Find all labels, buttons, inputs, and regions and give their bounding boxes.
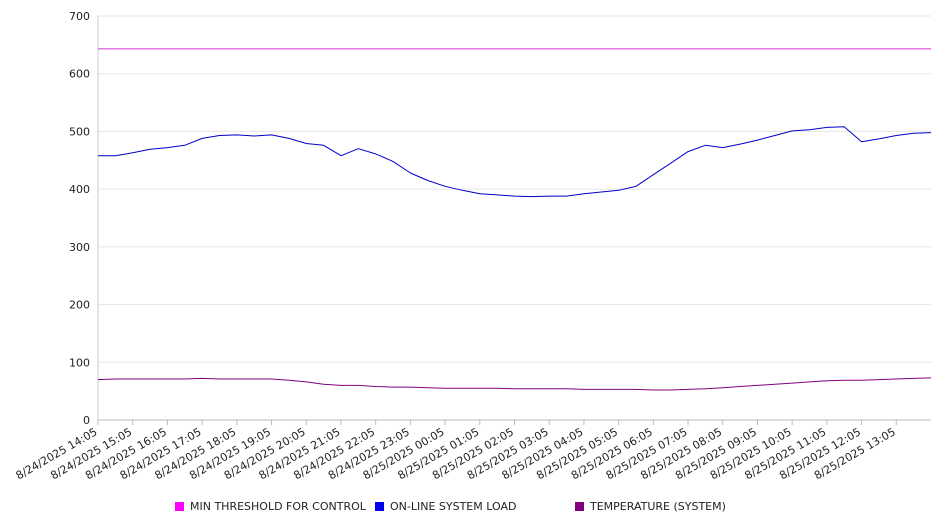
y-tick-label: 200 [69, 299, 90, 312]
series-lines [97, 48, 932, 391]
y-tick-label: 400 [69, 183, 90, 196]
legend: MIN THRESHOLD FOR CONTROL ON-LINE SYSTEM… [0, 498, 946, 514]
y-axis-ticks: 0 100 200 300 400 500 600 700 [69, 10, 90, 427]
legend-label-system-load: ON-LINE SYSTEM LOAD [390, 499, 517, 513]
x-axis-ticks: 8/24/2025 14:058/24/2025 15:058/24/2025 … [14, 420, 898, 482]
y-tick-label: 700 [69, 10, 90, 23]
legend-swatch-temperature [575, 501, 584, 511]
y-tick-label: 100 [69, 356, 90, 369]
y-tick-label: 600 [69, 68, 90, 81]
legend-item-system-load[interactable]: ON-LINE SYSTEM LOAD [375, 498, 516, 514]
series-line-temperature [97, 377, 932, 391]
legend-item-min-threshold[interactable]: MIN THRESHOLD FOR CONTROL [175, 498, 366, 514]
series-line-system-load [98, 126, 932, 198]
y-tick-label: 0 [83, 414, 90, 427]
legend-label-temperature: TEMPERATURE (SYSTEM) [590, 499, 726, 513]
legend-label-min-threshold: MIN THRESHOLD FOR CONTROL [190, 499, 366, 513]
legend-swatch-system-load [375, 501, 384, 511]
legend-swatch-min-threshold [175, 501, 184, 511]
y-tick-label: 500 [69, 125, 90, 138]
y-tick-label: 300 [69, 241, 90, 254]
grid-lines [98, 15, 931, 363]
legend-item-temperature[interactable]: TEMPERATURE (SYSTEM) [575, 498, 726, 514]
